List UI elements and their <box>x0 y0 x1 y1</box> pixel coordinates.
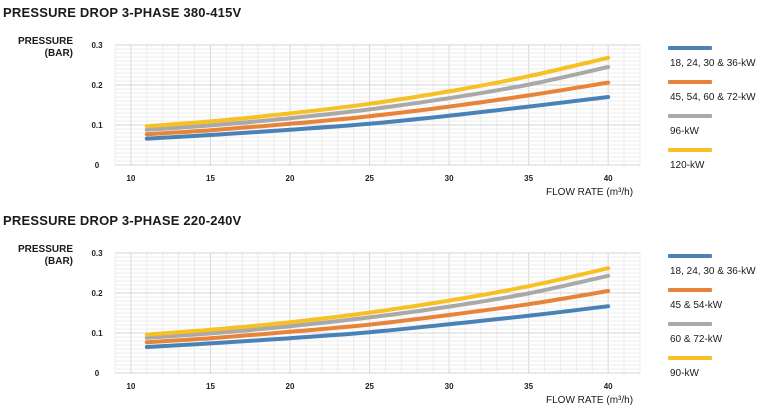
legend-swatch <box>668 114 712 118</box>
legend-label: 18, 24, 30 & 36-kW <box>670 58 756 69</box>
legend-item: 45, 54, 60 & 72-kW <box>668 78 778 112</box>
legend-label: 18, 24, 30 & 36-kW <box>670 266 756 277</box>
x-tick-label: 20 <box>286 174 295 183</box>
x-tick-label: 30 <box>445 174 454 183</box>
plot-area: 0 0.1 0.2 0.3 10 15 20 25 30 35 40 <box>91 249 641 391</box>
series-line <box>144 304 611 349</box>
series-line <box>144 65 611 132</box>
x-axis-label: FLOW RATE (m³/h) <box>546 395 634 406</box>
legend-swatch <box>668 148 712 152</box>
legend-label: 45, 54, 60 & 72-kW <box>670 92 756 103</box>
series-line <box>144 266 611 337</box>
series-line <box>144 95 611 141</box>
y-tick-label: 0 <box>95 161 100 170</box>
legend-swatch <box>668 288 712 292</box>
y-tick-label: 0.2 <box>91 289 103 298</box>
legend-item: 60 & 72-kW <box>668 320 778 354</box>
legend-swatch <box>668 356 712 360</box>
chart-panel-220-240v: PRESSURE DROP 3-PHASE 220-240V PRESSURE … <box>0 208 778 417</box>
chart-title: PRESSURE DROP 3-PHASE 380-415V <box>3 5 242 20</box>
legend-label: 60 & 72-kW <box>670 334 723 345</box>
legend-label: 120-kW <box>670 160 705 171</box>
y-tick-label: 0.1 <box>91 329 103 338</box>
legend-label: 90-kW <box>670 368 699 379</box>
y-axis-label: PRESSURE (BAR) <box>17 36 73 59</box>
legend: 18, 24, 30 & 36-kW 45 & 54-kW 60 & 72-kW 90… <box>668 252 778 388</box>
x-tick-label: 30 <box>445 382 454 391</box>
plot-area: 0 0.1 0.2 0.3 10 15 20 25 30 35 40 <box>91 41 641 183</box>
x-tick-label: 10 <box>126 382 135 391</box>
series-line <box>144 55 611 129</box>
legend-item: 90-kW <box>668 354 778 388</box>
x-tick-label: 10 <box>126 174 135 183</box>
x-tick-label: 40 <box>604 174 613 183</box>
chart-panel-380-415v: PRESSURE DROP 3-PHASE 380-415V PRESSURE … <box>3 5 778 198</box>
x-tick-label: 25 <box>365 174 374 183</box>
y-tick-label: 0.3 <box>91 249 103 258</box>
y-tick-label: 0.3 <box>91 41 103 50</box>
x-tick-label: 35 <box>524 174 533 183</box>
x-axis-label: FLOW RATE (m³/h) <box>546 187 634 198</box>
legend-label: 96-kW <box>670 126 699 137</box>
legend-swatch <box>668 80 712 84</box>
legend-item: 18, 24, 30 & 36-kW <box>668 44 778 78</box>
series-line <box>144 80 611 137</box>
legend: 18, 24, 30 & 36-kW 45, 54, 60 & 72-kW 96-k… <box>668 44 778 180</box>
grid <box>114 44 641 166</box>
y-tick-label: 0.2 <box>91 81 103 90</box>
series-line <box>144 273 611 340</box>
x-tick-label: 15 <box>206 174 215 183</box>
y-axis-label: PRESSURE (BAR) <box>17 244 73 267</box>
legend-swatch <box>668 254 712 258</box>
x-tick-label: 35 <box>524 382 533 391</box>
chart-title: PRESSURE DROP 3-PHASE 220-240V <box>3 213 242 228</box>
legend-label: 45 & 54-kW <box>670 300 723 311</box>
x-tick-label: 20 <box>286 382 295 391</box>
y-tick-label: 0.1 <box>91 121 103 130</box>
legend-swatch <box>668 322 712 326</box>
legend-item: 18, 24, 30 & 36-kW <box>668 252 778 286</box>
x-tick-label: 25 <box>365 382 374 391</box>
series-line <box>144 289 611 345</box>
legend-item: 45 & 54-kW <box>668 286 778 320</box>
legend-swatch <box>668 46 712 50</box>
y-tick-label: 0 <box>95 369 100 378</box>
x-tick-label: 15 <box>206 382 215 391</box>
legend-item: 120-kW <box>668 146 778 180</box>
legend-item: 96-kW <box>668 112 778 146</box>
x-tick-label: 40 <box>604 382 613 391</box>
